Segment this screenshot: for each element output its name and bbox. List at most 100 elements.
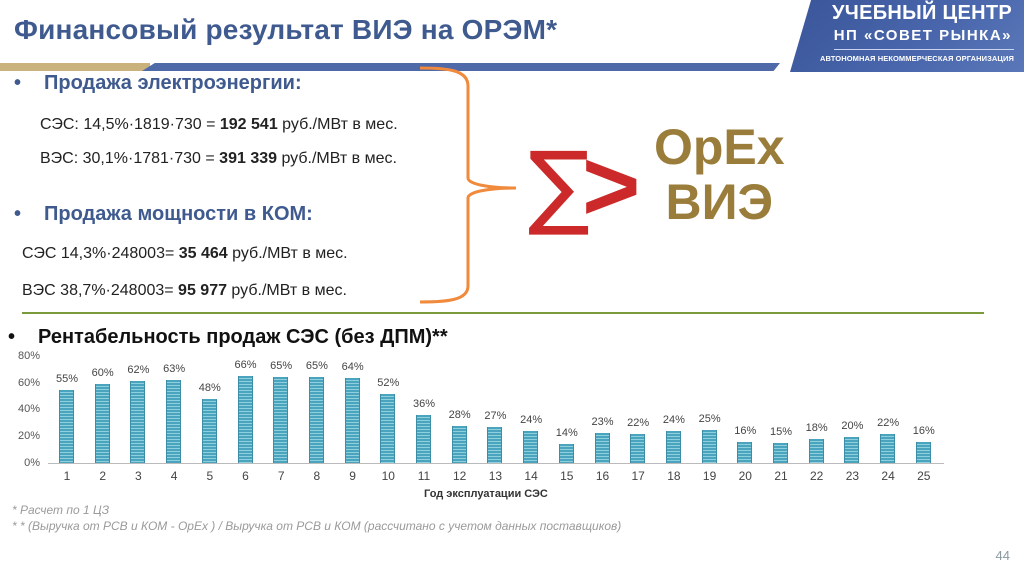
bar [201, 399, 217, 463]
x-tick: 2 [99, 469, 107, 483]
bar-value-label: 28% [448, 408, 471, 421]
bullet-icon: • [8, 326, 16, 348]
bar-value-label: 62% [127, 363, 150, 376]
bar [594, 432, 610, 463]
x-tick: 20 [738, 469, 752, 483]
bar-value-label: 65% [270, 359, 293, 372]
section-electricity-heading: • Продажа электроэнергии: [14, 72, 302, 94]
x-tick: 24 [881, 469, 895, 483]
title-underline-blue [142, 63, 780, 71]
bar-group: 66% [228, 345, 264, 463]
bar-value-label: 18% [805, 422, 828, 435]
curly-brace-icon [419, 66, 517, 304]
x-axis-line [48, 463, 944, 464]
sigma-icon: ∑ [528, 132, 590, 239]
bar-group: 23% [585, 345, 621, 463]
bar-group: 24% [656, 345, 692, 463]
bar [880, 433, 896, 463]
electricity-row-ses: СЭС: 14,5%·1819·730 = 192 541 руб./МВт в… [40, 116, 398, 133]
x-tick: 7 [277, 469, 285, 483]
bar-group: 22% [620, 345, 656, 463]
logo-banner: УЧЕБНЫЙ ЦЕНТР НП «СОВЕТ РЫНКА» АВТОНОМНА… [790, 0, 1024, 72]
bar [59, 390, 74, 463]
bar [416, 415, 431, 463]
bar [273, 376, 289, 463]
x-tick: 13 [488, 469, 503, 483]
x-tick: 8 [313, 469, 321, 483]
bar-value-label: 65% [305, 359, 328, 372]
bar [308, 376, 324, 463]
bar-group: 36% [406, 345, 442, 463]
capacity-row-ves: ВЭС 38,7%·248003= 95 977 руб./МВт в мес. [22, 282, 347, 299]
bar-value-label: 20% [841, 419, 864, 432]
bar-value-label: 22% [877, 416, 900, 429]
bar [558, 444, 574, 463]
bar-value-label: 36% [412, 398, 436, 411]
x-tick: 1 [63, 469, 71, 483]
bar-group: 65% [299, 345, 335, 463]
bullet-icon: • [14, 203, 22, 225]
bar [665, 431, 681, 463]
bar [808, 439, 824, 463]
bar-value-label: 25% [698, 412, 721, 425]
x-tick: 9 [349, 469, 356, 483]
x-tick: 18 [667, 469, 681, 483]
bar-group: 28% [442, 345, 478, 463]
bar-value-label: 16% [912, 424, 935, 437]
y-tick: 20% [17, 430, 40, 442]
bar-value-label: 52% [377, 377, 400, 390]
x-tick: 22 [810, 469, 824, 483]
bar [523, 431, 539, 463]
electricity-row-ves: ВЭС: 30,1%·1781·730 = 391 339 руб./МВт в… [40, 150, 397, 167]
x-tick: 5 [206, 469, 214, 483]
x-tick: 25 [917, 469, 931, 483]
bar [630, 433, 646, 463]
x-tick: 12 [453, 469, 467, 483]
y-tick: 80% [17, 350, 40, 362]
bar-value-label: 14% [555, 427, 578, 440]
x-tick: 21 [774, 469, 788, 483]
bar-value-label: 24% [520, 414, 543, 427]
greater-than-icon: > [582, 130, 641, 242]
chart-heading: • Рентабельность продаж СЭС (без ДПМ)** [8, 326, 448, 348]
x-tick: 19 [702, 469, 717, 483]
bar-value-label: 23% [591, 415, 614, 428]
opex-label: OpEx ВИЭ [654, 119, 785, 230]
slide-title: Финансовый результат ВИЭ на ОРЭМ* [14, 14, 558, 45]
x-tick: 3 [135, 469, 142, 483]
section-divider [22, 312, 984, 314]
bar-value-label: 15% [769, 426, 793, 439]
x-tick: 11 [417, 469, 431, 483]
x-tick: 10 [381, 469, 395, 483]
bar-group: 65% [263, 345, 299, 463]
bar [737, 441, 753, 463]
bar-value-label: 55% [55, 373, 79, 386]
bullet-icon: • [14, 72, 22, 94]
bar-value-label: 60% [91, 366, 114, 379]
bar-group: 16% [906, 345, 942, 463]
bar-group: 20% [834, 345, 870, 463]
x-tick: 4 [170, 469, 178, 483]
x-tick: 23 [845, 469, 860, 483]
bar-value-label: 16% [734, 424, 757, 437]
bar [166, 379, 182, 463]
logo-subtitle: НП «СОВЕТ РЫНКА» [833, 27, 1012, 44]
bar-group: 24% [513, 345, 549, 463]
bar-value-label: 27% [484, 410, 507, 423]
bar-value-label: 24% [662, 414, 685, 427]
bar [380, 394, 396, 463]
y-tick: 0% [24, 457, 40, 469]
x-tick: 15 [560, 469, 574, 483]
bar-value-label: 63% [163, 362, 186, 375]
x-axis-title: Год эксплуатации СЭС [424, 488, 548, 500]
bar [451, 425, 467, 463]
bar-group: 52% [370, 345, 406, 463]
bar [773, 443, 788, 463]
footnote-2: * * (Выручка от РСВ и КОМ - OpEx ) / Выр… [12, 519, 622, 533]
bar-group: 63% [156, 345, 192, 463]
bar-value-label: 64% [341, 361, 364, 374]
x-tick: 14 [524, 469, 538, 483]
bar [237, 375, 253, 463]
bar-value-label: 48% [198, 382, 221, 395]
bar [701, 429, 717, 463]
